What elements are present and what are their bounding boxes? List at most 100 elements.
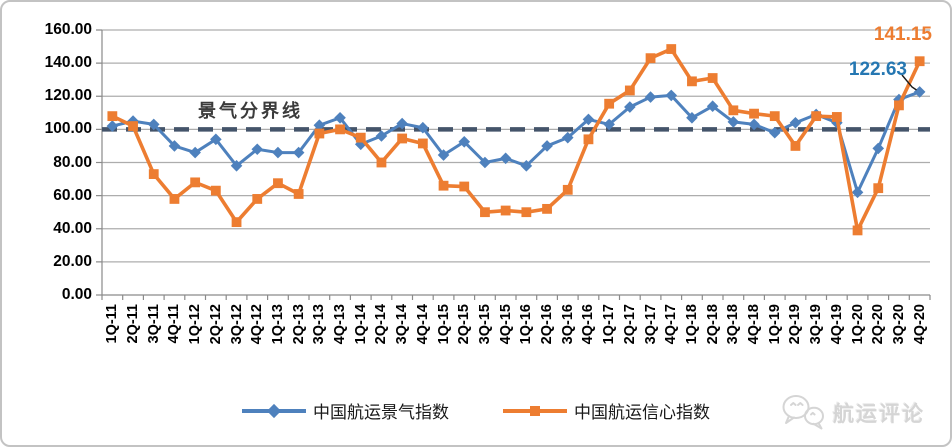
watermark: 航运评论 [780,392,925,434]
x-axis-label: 1Q-15 [435,304,452,345]
x-axis-label: 4Q-16 [580,304,597,345]
data-point-diamond [375,130,388,142]
data-point-diamond [106,120,119,132]
data-point-diamond [417,121,429,134]
wechat-bubbles-logo-icon [782,395,824,430]
legend-item-prosperity-index: 中国航运景气指数 [242,398,449,423]
data-point-square [169,194,180,204]
data-point-diamond [458,135,471,148]
data-point-square [397,133,408,144]
data-point-square [210,185,221,196]
y-axis-label: 100.00 [44,120,92,138]
x-axis-label: 1Q-18 [683,304,700,345]
data-point-diamond [396,117,408,130]
data-point-square [873,183,884,194]
data-point-square [273,178,283,189]
x-axis-label: 2Q-15 [456,304,473,345]
data-point-square [293,189,304,199]
legend-label: 中国航运信心指数 [574,403,710,422]
x-axis-label: 3Q-12 [228,304,245,345]
legend-item-confidence-index: 中国航运信心指数 [503,398,710,423]
data-point-square [749,108,759,119]
data-point-square [562,184,573,195]
data-label-confidence-last: 141.15 [873,24,932,45]
y-axis-label: 0.00 [61,286,92,303]
data-point-square [355,132,366,143]
data-point-diamond [313,119,326,132]
data-point-diamond [437,149,450,161]
data-point-diamond [479,156,491,169]
data-point-square [500,205,511,216]
data-point-square [376,157,387,168]
x-axis-label: 3Q-16 [559,304,576,345]
data-point-square [852,225,863,236]
data-point-square [831,112,842,122]
y-axis-label: 60.00 [53,186,92,204]
x-axis-label: 3Q-19 [808,304,825,345]
data-point-diamond [147,118,160,131]
data-point-square [128,121,138,131]
x-axis-label: 2Q-20 [870,304,887,345]
data-point-square [707,73,718,83]
data-point-diamond [520,160,533,172]
data-point-diamond [292,146,305,159]
data-point-diamond [189,146,201,159]
x-axis-label: 2Q-17 [621,304,638,345]
boundary-line-annotation: 景气分界线 [198,101,303,121]
data-point-square [107,111,118,122]
x-axis-label: 4Q-11 [166,304,183,344]
data-point-diamond [872,142,885,155]
data-point-square [728,105,739,116]
x-axis-label: 1Q-14 [352,304,369,345]
data-point-diamond [851,186,864,199]
data-point-square [480,207,490,218]
x-axis-label: 4Q-13 [332,304,349,345]
data-point-square [583,134,594,145]
x-axis-label: 4Q-20 [911,304,928,345]
data-point-diamond [644,91,657,103]
x-axis-label: 3Q-13 [311,304,328,345]
y-axis-label: 160.00 [44,21,92,38]
y-axis-label: 40.00 [53,219,92,237]
中国航运景气指数-line [110,90,922,194]
x-axis-label: 3Q-15 [476,304,493,345]
中国航运信心指数-line [110,47,922,233]
x-axis-label: 2Q-11 [125,304,142,344]
x-axis-label: 2Q-16 [539,304,556,345]
data-point-square [438,180,449,191]
confidence-series-swatch [503,402,567,420]
x-axis-label: 4Q-15 [497,304,514,345]
data-point-diamond [499,152,512,165]
x-axis-label: 1Q-16 [518,304,535,345]
legend: 中国航运景气指数 中国航运信心指数 [2,398,950,423]
x-axis-label: 1Q-20 [849,304,866,345]
data-point-square [252,194,263,204]
data-point-square [624,85,635,96]
data-point-diamond [210,133,222,146]
y-axis-label: 80.00 [53,153,92,171]
x-axis-label: 3Q-11 [145,304,162,344]
data-point-diamond [230,160,243,172]
data-point-diamond [334,111,346,124]
data-point-diamond [272,146,284,159]
x-axis-label: 3Q-20 [890,304,907,345]
data-point-square [666,44,677,54]
x-axis-label: 2Q-19 [787,304,804,345]
x-axis-label: 3Q-17 [642,304,659,345]
data-point-square [645,53,656,64]
data-point-square [190,177,201,188]
data-point-square [417,138,428,149]
x-axis-label: 3Q-14 [394,304,411,345]
data-point-diamond [168,140,181,152]
data-point-square [148,169,159,179]
data-point-square [790,141,801,151]
data-point-square [811,111,822,122]
prosperity-series-swatch [242,402,306,420]
x-axis-label: 1Q-11 [104,304,121,344]
y-axis-label: 120.00 [44,87,92,105]
x-axis-label: 4Q-19 [828,304,845,345]
data-point-square [687,76,697,87]
data-point-square [459,181,470,192]
data-label-prosperity-last: 122.63 [848,59,907,80]
